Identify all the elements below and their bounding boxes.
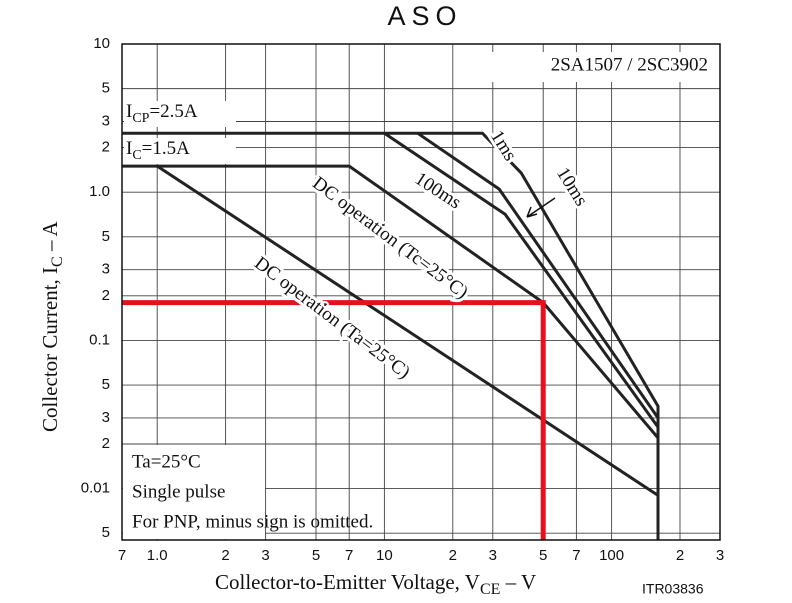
series-line [416, 131, 660, 419]
series-line [122, 131, 660, 540]
series-line [122, 300, 546, 540]
series-line [122, 164, 660, 439]
annotation-part: I [126, 101, 132, 122]
annotation: IC=1.5A [126, 138, 190, 163]
series-label: 1ms [486, 127, 521, 165]
subtitle: 2SA1507 / 2SC3902 [551, 54, 708, 75]
x-axis-label: Collector-to-Emitter Voltage, VCE – V [215, 570, 536, 598]
annotation-bg [124, 138, 236, 164]
y-tick-label: 3 [102, 409, 110, 426]
series-label: 10ms [552, 164, 592, 210]
y-tick-label: 3 [102, 112, 110, 129]
y-tick-label: 2 [102, 139, 110, 156]
x-tick-label: 2 [676, 547, 684, 564]
x-axis-label-part: – V [500, 570, 536, 594]
arrow [526, 197, 556, 218]
chart-title: ASO [387, 1, 462, 31]
y-tick-label: 2 [102, 287, 110, 304]
figure-code: ITR03836 [642, 581, 704, 597]
y-tick-label: 10 [93, 35, 110, 52]
y-axis-label-part: C [49, 256, 66, 267]
series-label: 100ms [411, 168, 465, 213]
annotation-part: I [126, 138, 132, 159]
note: For PNP, minus sign is omitted. [132, 511, 373, 532]
x-tick-label: 2 [221, 547, 229, 564]
x-tick-label: 1.0 [147, 547, 168, 564]
y-tick-label: 0.01 [81, 480, 110, 497]
y-tick-label: 1.0 [89, 183, 110, 200]
series-line [156, 164, 659, 497]
annotation-bg [124, 101, 236, 127]
subtitle-box [485, 52, 717, 82]
x-tick-label: 5 [312, 547, 320, 564]
x-tick-label: 10 [376, 547, 393, 564]
x-tick-label: 100 [599, 547, 624, 564]
lines [122, 131, 660, 540]
labels: 7 1.0 2 3 5 7 10 2 3 5 7 100 2 3105321.05320.15320.01… [38, 35, 724, 598]
annotation-part: CP [132, 111, 149, 126]
note-box [123, 445, 265, 539]
x-tick-label: 3 [261, 547, 269, 564]
x-tick-label: 3 [489, 547, 497, 564]
y-axis-label-part: Collector Current, I [38, 267, 62, 432]
x-tick-label: 5 [539, 547, 547, 564]
note: Single pulse [132, 481, 225, 502]
x-tick-label: 7 [118, 547, 126, 564]
annotation: ICP=2.5A [126, 101, 198, 126]
y-tick-label: 5 [102, 376, 110, 393]
x-axis-label-part: CE [480, 581, 500, 598]
series-line [383, 131, 660, 428]
annotation-part: =1.5A [142, 138, 190, 159]
y-axis-label-part: – A [38, 220, 62, 256]
y-tick-label: 3 [102, 261, 110, 278]
y-tick-label: 5 [102, 228, 110, 245]
y-tick-label: 5 [102, 524, 110, 541]
annotation-part: C [132, 148, 141, 163]
note: Ta=25°C [132, 451, 201, 472]
x-axis-label-part: Collector-to-Emitter Voltage, V [215, 570, 480, 594]
annotation-part: =2.5A [149, 101, 197, 122]
y-tick-label: 5 [102, 80, 110, 97]
plot-frame [121, 43, 721, 541]
x-tick-label: 2 [449, 547, 457, 564]
x-tick-label: 7 [572, 547, 580, 564]
x-tick-label: 3 [716, 547, 724, 564]
y-tick-label: 2 [102, 435, 110, 452]
y-axis-label: Collector Current, IC – A [38, 220, 66, 432]
x-tick-label: 7 [345, 547, 353, 564]
y-tick-label: 0.1 [89, 331, 110, 348]
